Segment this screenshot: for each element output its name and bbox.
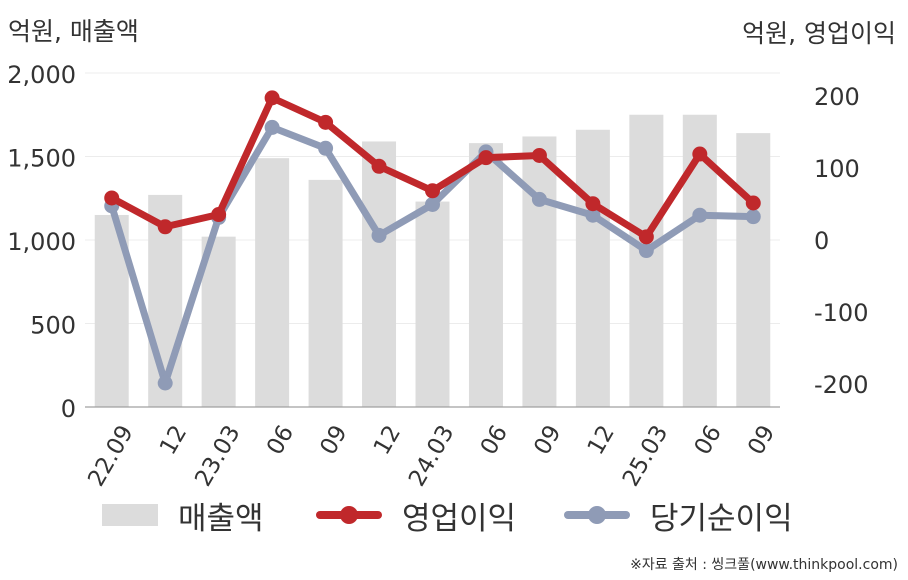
right-axis-unit: 억원, 영업이익: [742, 19, 896, 48]
legend-label-operating-profit: 영업이익: [402, 500, 517, 537]
point-operating-profit: [157, 219, 173, 235]
point-net-income: [531, 191, 547, 207]
point-net-income: [371, 227, 387, 243]
x-tick-label: 12: [369, 421, 406, 459]
point-operating-profit: [264, 90, 280, 106]
legend-item-revenue: 매출액: [102, 490, 264, 540]
x-tick-label: 23.03: [190, 421, 245, 490]
point-operating-profit: [318, 114, 334, 130]
x-tick-label: 09: [743, 421, 780, 459]
right-tick-label: 200: [814, 83, 860, 111]
x-tick-label: 24.03: [404, 421, 459, 490]
point-net-income: [264, 119, 280, 135]
left-tick-label: 0: [61, 395, 76, 423]
bar-revenue: [308, 179, 343, 407]
left-tick-label: 1,500: [7, 145, 76, 173]
left-axis-unit: 억원, 매출액: [8, 17, 139, 46]
point-operating-profit: [425, 183, 440, 199]
x-tick-label: 09: [529, 421, 566, 459]
legend-label-net-income: 당기순이익: [650, 500, 793, 537]
legend: 매출액 영업이익 당기순이익: [0, 490, 908, 540]
x-tick-label: 12: [155, 421, 192, 459]
x-tick-label: 06: [262, 421, 299, 459]
point-net-income: [157, 375, 173, 391]
point-net-income: [745, 209, 761, 225]
point-net-income: [425, 196, 440, 212]
point-operating-profit: [371, 158, 387, 174]
left-tick-label: 2,000: [7, 61, 76, 89]
bar-revenue: [575, 129, 610, 407]
point-operating-profit: [531, 147, 547, 163]
bar-revenue: [255, 158, 290, 407]
left-tick-label: 500: [30, 312, 76, 340]
combo-chart: 0 500 1,000 1,500 2,000 -200 -100 0 100 200 22.09 1…: [7, 61, 868, 490]
bar-revenue: [522, 136, 557, 407]
point-net-income: [318, 140, 334, 156]
legend-item-net-income: 당기순이익: [564, 490, 793, 540]
bar-revenue: [629, 114, 664, 407]
x-tick-label: 25.03: [618, 421, 673, 490]
point-operating-profit: [745, 195, 761, 211]
point-operating-profit: [478, 150, 494, 166]
right-tick-label: 100: [814, 155, 860, 183]
x-tick-label: 06: [476, 421, 513, 459]
right-tick-label: 0: [814, 227, 829, 255]
right-tick-label: -200: [814, 371, 868, 399]
x-tick-label: 22.09: [83, 421, 138, 490]
legend-item-operating-profit: 영업이익: [316, 490, 516, 540]
point-operating-profit: [585, 196, 601, 212]
right-tick-label: -100: [814, 299, 868, 327]
bar-revenue: [362, 141, 397, 407]
x-tick-label: 09: [315, 421, 352, 459]
left-tick-label: 1,000: [7, 228, 76, 256]
point-operating-profit: [211, 207, 227, 223]
source-note: ※자료 출처 : 씽크풀(www.thinkpool.com): [630, 557, 898, 573]
legend-swatch-net-income: [564, 490, 630, 540]
point-operating-profit: [638, 229, 654, 245]
legend-label-revenue: 매출액: [178, 500, 264, 537]
x-tick-label: 12: [583, 421, 620, 459]
legend-swatch-revenue: [102, 504, 158, 526]
legend-swatch-operating-profit: [316, 490, 382, 540]
x-tick-label: 06: [690, 421, 727, 459]
point-net-income: [638, 243, 654, 259]
bar-revenue: [468, 143, 503, 407]
point-net-income: [585, 207, 601, 223]
point-operating-profit: [692, 146, 708, 162]
point-operating-profit: [104, 190, 120, 206]
bar-revenue: [415, 201, 450, 407]
bar-revenue: [736, 133, 771, 407]
point-net-income: [692, 207, 708, 223]
bar-revenue: [201, 236, 236, 407]
